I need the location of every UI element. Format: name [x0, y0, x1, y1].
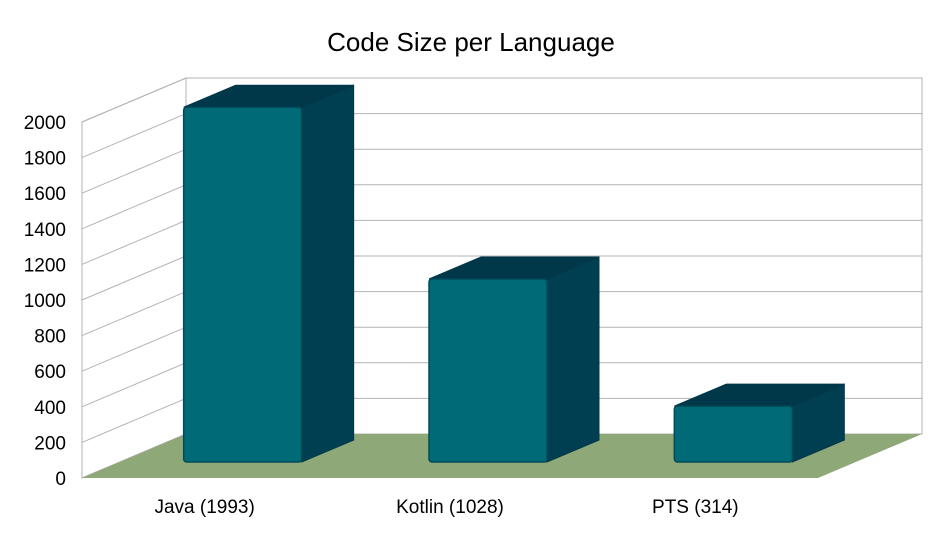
- bar: [182, 84, 355, 463]
- x-tick-label: Kotlin (1028): [396, 497, 504, 518]
- y-tick-label: 2000: [24, 113, 66, 134]
- gridline: [81, 77, 922, 123]
- bar: [428, 256, 600, 463]
- y-tick-label: 1400: [24, 220, 66, 241]
- y-tick-label: 1200: [24, 255, 66, 276]
- x-tick-label: PTS (314): [652, 497, 739, 518]
- y-axis-ticks: 0 200 400 600 800 1000 1200 1400 1600 1800 2000: [24, 113, 66, 490]
- y-tick-label: 200: [34, 433, 66, 454]
- y-tick-label: 1800: [24, 149, 66, 170]
- bars: [182, 84, 845, 463]
- y-tick-label: 800: [34, 327, 66, 348]
- y-tick-label: 400: [34, 398, 66, 419]
- bar-front: [673, 405, 794, 463]
- x-axis-ticks: Java (1993) Kotlin (1028) PTS (314): [154, 497, 738, 518]
- y-tick-label: 600: [34, 362, 66, 383]
- x-tick-label: Java (1993): [154, 497, 254, 518]
- bar-side: [301, 84, 355, 463]
- bar-front: [182, 106, 303, 463]
- y-tick-label: 1000: [24, 291, 66, 312]
- bar: [673, 383, 845, 463]
- bar-side: [546, 256, 600, 463]
- chart-title: Code Size per Language: [327, 27, 615, 57]
- y-tick-label: 0: [55, 469, 66, 490]
- bar-front: [428, 278, 548, 463]
- y-tick-label: 1600: [24, 184, 66, 205]
